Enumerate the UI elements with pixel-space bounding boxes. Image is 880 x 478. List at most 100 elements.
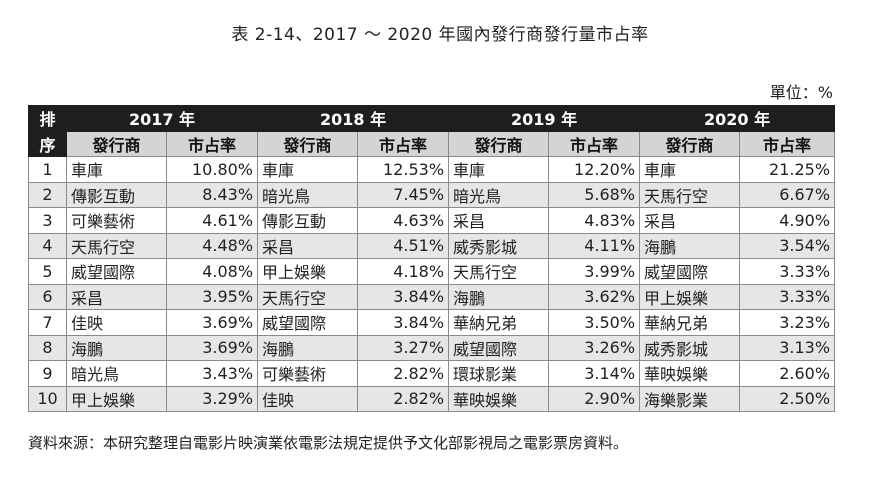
share-cell: 3.14%	[548, 360, 641, 387]
distributor-cell: 威望國際	[639, 258, 741, 285]
rank-header-bottom: 序	[28, 130, 67, 157]
distributor-header: 發行商	[639, 130, 741, 157]
table-row: 9 暗光鳥 3.43% 可樂藝術 2.82% 環球影業 3.14% 華映娛樂 2.60%	[28, 360, 836, 387]
distributor-cell: 車庫	[257, 156, 359, 183]
distributor-cell: 可樂藝術	[257, 360, 359, 387]
distributor-cell: 海鵬	[66, 334, 167, 361]
year-header-row: 排 2017 年 2018 年 2019 年 2020 年	[28, 105, 836, 132]
distributor-cell: 甲上娛樂	[257, 258, 359, 285]
distributor-cell: 甲上娛樂	[66, 385, 167, 412]
share-cell: 4.48%	[165, 232, 259, 259]
distributor-cell: 威望國際	[66, 258, 167, 285]
share-header: 市占率	[548, 130, 641, 157]
distributor-cell: 威秀影城	[639, 334, 741, 361]
table-row: 10 甲上娛樂 3.29% 佳映 2.82% 華映娛樂 2.90% 海樂影業 2.50%	[28, 385, 836, 412]
market-share-table: 排 2017 年 2018 年 2019 年 2020 年 序 發行商 市占率 …	[28, 105, 836, 412]
share-cell: 3.84%	[357, 283, 450, 310]
distributor-cell: 采昌	[639, 207, 741, 234]
share-cell: 5.68%	[548, 181, 641, 208]
rank-cell: 10	[28, 385, 67, 412]
distributor-cell: 華映娛樂	[448, 385, 550, 412]
share-cell: 2.60%	[739, 360, 836, 387]
year-header-2019: 2019 年	[448, 105, 641, 132]
share-cell: 4.90%	[739, 207, 836, 234]
distributor-cell: 佳映	[66, 309, 167, 336]
distributor-cell: 暗光鳥	[257, 181, 359, 208]
distributor-header: 發行商	[448, 130, 550, 157]
distributor-cell: 天馬行空	[257, 283, 359, 310]
table-row: 5 威望國際 4.08% 甲上娛樂 4.18% 天馬行空 3.99% 威望國際 3.33%	[28, 258, 836, 285]
distributor-cell: 車庫	[66, 156, 167, 183]
share-cell: 3.84%	[357, 309, 450, 336]
share-cell: 4.61%	[165, 207, 259, 234]
rank-cell: 6	[28, 283, 67, 310]
rank-header-top: 排	[28, 105, 67, 132]
distributor-cell: 采昌	[257, 232, 359, 259]
share-cell: 3.50%	[548, 309, 641, 336]
column-header-row: 序 發行商 市占率 發行商 市占率 發行商 市占率 發行商 市占率	[28, 130, 836, 157]
table-row: 6 采昌 3.95% 天馬行空 3.84% 海鵬 3.62% 甲上娛樂 3.33%	[28, 283, 836, 310]
share-cell: 2.82%	[357, 360, 450, 387]
table-row: 1 車庫 10.80% 車庫 12.53% 車庫 12.20% 車庫 21.25%	[28, 156, 836, 183]
share-cell: 3.43%	[165, 360, 259, 387]
share-cell: 10.80%	[165, 156, 259, 183]
distributor-cell: 威秀影城	[448, 232, 550, 259]
distributor-cell: 威望國際	[257, 309, 359, 336]
table-body: 1 車庫 10.80% 車庫 12.53% 車庫 12.20% 車庫 21.25% 2 傳影互動 8…	[28, 156, 836, 412]
share-header: 市占率	[165, 130, 259, 157]
share-header: 市占率	[357, 130, 450, 157]
table-title: 表 2-14、2017 ～ 2020 年國內發行商發行量市占率	[231, 25, 649, 45]
table-row: 3 可樂藝術 4.61% 傳影互動 4.63% 采昌 4.83% 采昌 4.90%	[28, 207, 836, 234]
share-cell: 2.90%	[548, 385, 641, 412]
unit-label: 單位：%	[769, 83, 833, 102]
source-note: 資料來源：本研究整理自電影片映演業依電影法規定提供予文化部影視局之電影票房資料。	[28, 434, 629, 452]
share-cell: 3.54%	[739, 232, 836, 259]
distributor-cell: 車庫	[639, 156, 741, 183]
distributor-cell: 海鵬	[639, 232, 741, 259]
share-cell: 12.53%	[357, 156, 450, 183]
distributor-header: 發行商	[257, 130, 359, 157]
share-cell: 4.51%	[357, 232, 450, 259]
distributor-cell: 傳影互動	[257, 207, 359, 234]
distributor-cell: 海樂影業	[639, 385, 741, 412]
distributor-cell: 傳影互動	[66, 181, 167, 208]
rank-cell: 7	[28, 309, 67, 336]
table-row: 8 海鵬 3.69% 海鵬 3.27% 威望國際 3.26% 威秀影城 3.13%	[28, 334, 836, 361]
share-cell: 3.62%	[548, 283, 641, 310]
distributor-cell: 暗光鳥	[66, 360, 167, 387]
distributor-cell: 環球影業	[448, 360, 550, 387]
share-cell: 3.13%	[739, 334, 836, 361]
share-cell: 2.50%	[739, 385, 836, 412]
share-cell: 3.33%	[739, 258, 836, 285]
distributor-cell: 海鵬	[448, 283, 550, 310]
share-cell: 3.99%	[548, 258, 641, 285]
distributor-cell: 天馬行空	[66, 232, 167, 259]
distributor-cell: 海鵬	[257, 334, 359, 361]
distributor-cell: 華納兄弟	[639, 309, 741, 336]
share-cell: 3.69%	[165, 309, 259, 336]
table-row: 2 傳影互動 8.43% 暗光鳥 7.45% 暗光鳥 5.68% 天馬行空 6.67%	[28, 181, 836, 208]
rank-cell: 3	[28, 207, 67, 234]
share-cell: 3.23%	[739, 309, 836, 336]
distributor-cell: 天馬行空	[639, 181, 741, 208]
distributor-cell: 車庫	[448, 156, 550, 183]
year-header-2018: 2018 年	[257, 105, 450, 132]
distributor-cell: 華映娛樂	[639, 360, 741, 387]
table-row: 7 佳映 3.69% 威望國際 3.84% 華納兄弟 3.50% 華納兄弟 3.23%	[28, 309, 836, 336]
distributor-cell: 采昌	[448, 207, 550, 234]
rank-cell: 5	[28, 258, 67, 285]
share-cell: 4.63%	[357, 207, 450, 234]
distributor-cell: 可樂藝術	[66, 207, 167, 234]
rank-cell: 8	[28, 334, 67, 361]
year-header-2017: 2017 年	[65, 105, 259, 132]
share-cell: 12.20%	[548, 156, 641, 183]
distributor-header: 發行商	[66, 130, 167, 157]
share-header: 市占率	[739, 130, 836, 157]
rank-cell: 9	[28, 360, 67, 387]
distributor-cell: 暗光鳥	[448, 181, 550, 208]
share-cell: 4.83%	[548, 207, 641, 234]
share-cell: 8.43%	[165, 181, 259, 208]
rank-cell: 4	[28, 232, 67, 259]
share-cell: 2.82%	[357, 385, 450, 412]
share-cell: 7.45%	[357, 181, 450, 208]
